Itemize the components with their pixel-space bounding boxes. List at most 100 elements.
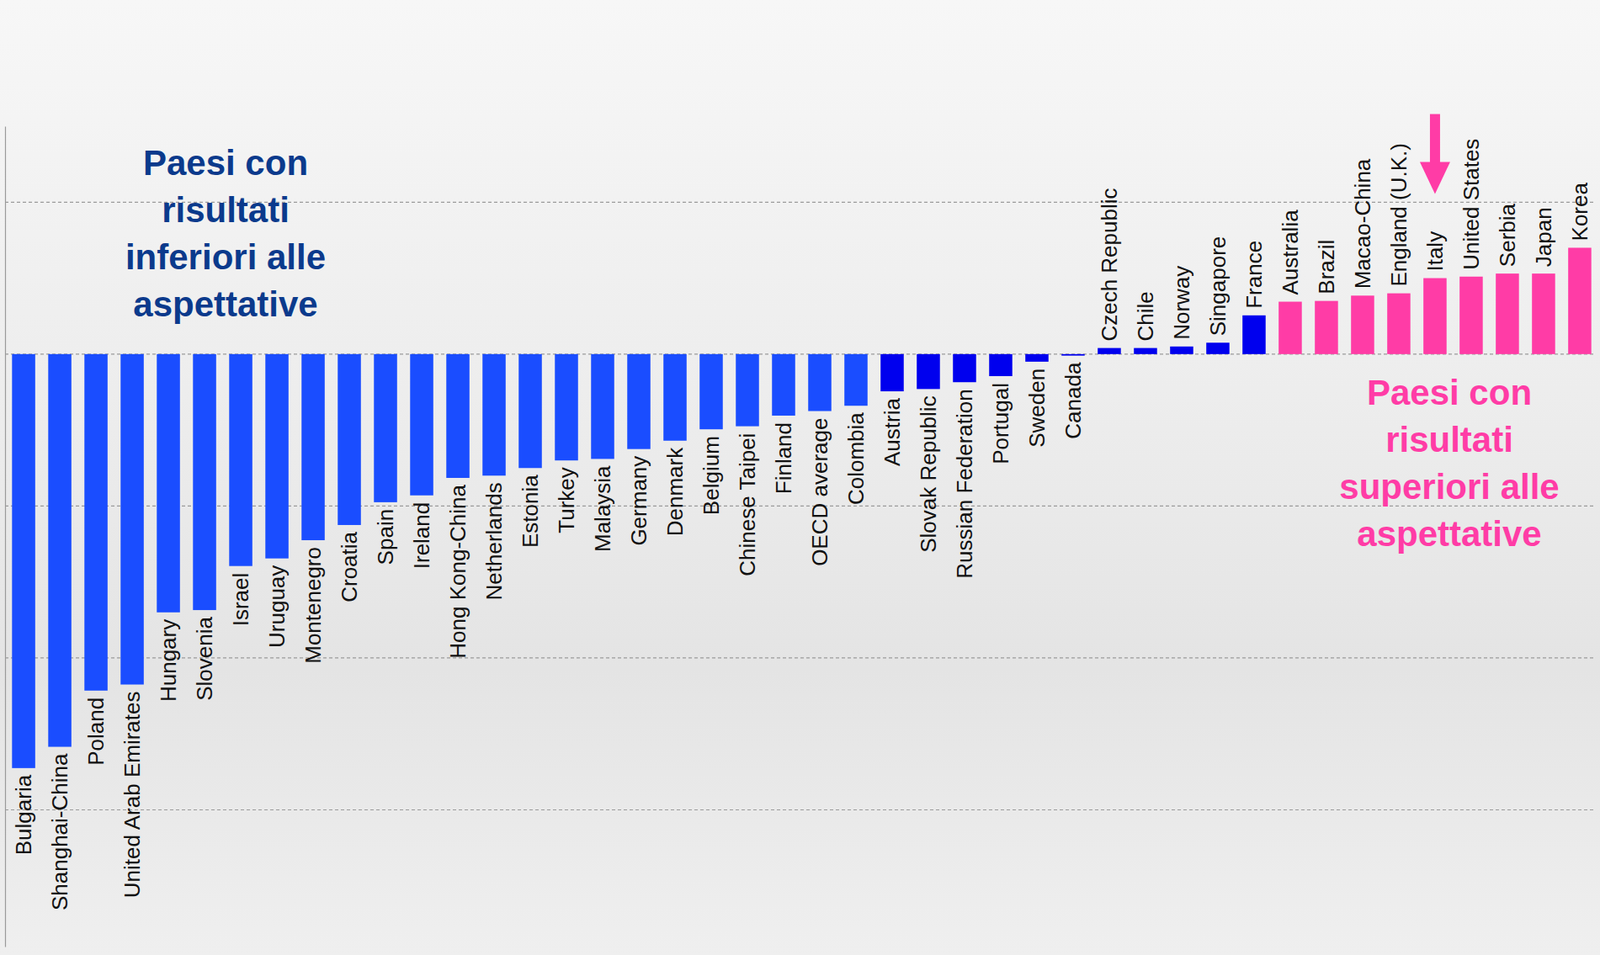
category-label: Chile: [1132, 291, 1159, 341]
bar: [916, 354, 941, 390]
category-label: Denmark: [662, 446, 688, 537]
arrow-head: [1419, 162, 1451, 195]
category-label: Macao-China: [1350, 158, 1376, 289]
bar: [1025, 354, 1049, 362]
category-label: Bulgaria: [10, 774, 37, 856]
bar: [301, 354, 325, 541]
category-label: Malaysia: [590, 465, 616, 553]
category-label: Canada: [1060, 361, 1086, 440]
category-label: Czech Republic: [1096, 188, 1122, 342]
bar: [446, 354, 470, 479]
bar: [120, 354, 144, 686]
annotation-line: superiori alle: [1339, 467, 1559, 507]
category-label: Japan: [1530, 207, 1557, 267]
bar: [1387, 293, 1411, 355]
bar: [47, 354, 72, 748]
bar: [699, 354, 723, 430]
bar: [952, 354, 977, 383]
annotation-line: Paesi con: [1366, 372, 1532, 413]
category-label: Portugal: [988, 382, 1014, 465]
chart: BulgariaShanghai-ChinaPolandUnited Arab …: [0, 0, 1600, 955]
category-label: Austria: [879, 398, 905, 467]
bar: [1314, 301, 1339, 355]
category-label: Singapore: [1205, 236, 1231, 337]
bar: [1061, 354, 1085, 357]
category-label: Belgium: [698, 435, 724, 516]
annotation-line: aspettative: [1356, 514, 1542, 554]
category-label: England (U.K.): [1386, 143, 1412, 288]
bar: [1568, 247, 1592, 354]
bar: [554, 354, 579, 461]
bar: [84, 354, 108, 692]
category-label: Hungary: [155, 619, 181, 702]
category-label: Netherlands: [481, 482, 507, 601]
category-label: Germany: [626, 456, 652, 547]
bar: [11, 354, 36, 769]
category-labels: BulgariaShanghai-ChinaPolandUnited Arab …: [10, 138, 1593, 911]
category-label: Ireland: [409, 502, 435, 570]
category-label: OECD average: [807, 418, 833, 567]
bar: [1097, 348, 1122, 355]
bar: [627, 354, 651, 450]
annotation-line: risultati: [161, 190, 290, 230]
bar: [663, 354, 687, 442]
bar: [228, 354, 253, 567]
category-label: Brazil: [1313, 239, 1340, 295]
bar: [1350, 295, 1375, 355]
bar: [771, 354, 796, 416]
category-label: Croatia: [336, 531, 362, 602]
annotation: Paesi con risultati inferiori alle aspettat…: [125, 143, 326, 325]
category-label: Uruguay: [264, 565, 290, 649]
bar: [192, 354, 217, 611]
category-label: United States: [1458, 138, 1484, 271]
annotation: Paesi conrisultatisuperiori alleaspettat…: [1339, 372, 1559, 554]
bar: [1278, 302, 1303, 355]
category-label: Shanghai-China: [47, 753, 73, 911]
category-label: Montenegro: [300, 547, 326, 665]
grid-line: [5, 657, 1595, 659]
category-label: Sweden: [1024, 368, 1050, 448]
y-axis: [5, 127, 7, 948]
annotation-line: aspettative: [132, 284, 318, 325]
category-label: Hong Kong-China: [445, 483, 471, 659]
category-label: Russian Federation: [951, 388, 978, 579]
bar: [844, 354, 868, 406]
category-label: Italy: [1422, 231, 1448, 272]
category-label: Slovak Republic: [915, 395, 941, 553]
category-label: Spain: [372, 509, 399, 566]
bar: [373, 354, 398, 503]
category-label: Australia: [1277, 209, 1303, 296]
annotation-line: inferiori alle: [125, 237, 326, 277]
bar: [409, 354, 434, 496]
bar: [1206, 342, 1230, 355]
bar: [156, 354, 181, 613]
bar: [518, 354, 543, 468]
bar: [735, 354, 760, 427]
arrow: [1419, 114, 1451, 195]
category-label: Colombia: [843, 412, 869, 505]
bar: [590, 354, 615, 460]
bar: [1459, 276, 1484, 355]
category-label: Slovenia: [191, 616, 218, 702]
category-label: Israel: [228, 573, 254, 628]
arrow-shaft: [1429, 114, 1441, 165]
axis-line: [5, 127, 6, 948]
bar: [1531, 273, 1556, 355]
bar: [1423, 278, 1447, 355]
grid-line: [5, 809, 1595, 811]
category-label: Poland: [83, 697, 109, 766]
bar: [880, 354, 904, 392]
bar: [988, 354, 1013, 377]
category-label: Serbia: [1494, 202, 1521, 267]
category-label: France: [1241, 240, 1267, 309]
category-label: Finland: [770, 422, 797, 495]
category-label: Turkey: [553, 467, 580, 534]
bar: [265, 354, 289, 559]
bar: [1169, 346, 1194, 355]
bar: [807, 354, 832, 412]
annotation-line: Paesi con: [143, 143, 309, 183]
category-label: Estonia: [517, 474, 543, 548]
bars: [11, 247, 1591, 768]
bar: [482, 354, 506, 476]
grid: [5, 201, 1595, 810]
